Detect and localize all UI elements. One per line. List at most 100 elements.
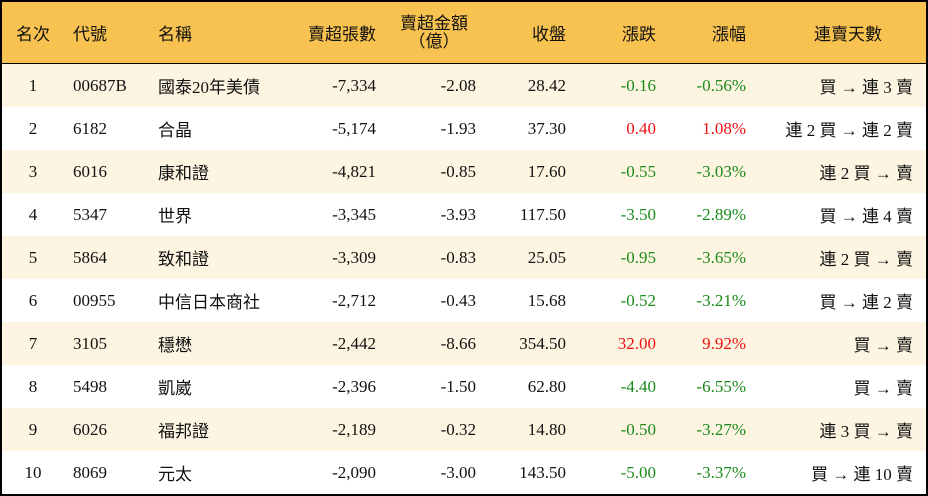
cell-amount: -0.83: [440, 247, 476, 267]
cell-close: 17.60: [527, 161, 566, 181]
cell-rank: 4: [28, 204, 38, 224]
table-row: 8 5498 凱崴 -2,396 -1.50 62.80 -4.40 -6.55% 買 → 賣: [2, 365, 926, 408]
cell-rank: 1: [28, 75, 38, 95]
cell-change: -0.16: [620, 75, 656, 95]
cell-code: 6016: [73, 161, 107, 181]
cell-amount: -3.00: [440, 462, 476, 482]
cell-name: 元太: [158, 465, 192, 484]
cell-rank: 7: [28, 333, 38, 353]
cell-rank: 5: [28, 247, 38, 267]
table-header: 名次 代號 名稱 賣超張數 賣超金額 （億） 收盤 漲跌 漲幅 連賣天數: [2, 2, 926, 65]
cell-pct: -3.21%: [696, 290, 746, 310]
cell-pct: -3.65%: [696, 247, 746, 267]
cell-pct: -0.56%: [696, 75, 746, 95]
cell-change: 32.00: [617, 333, 656, 353]
cell-close: 143.50: [519, 462, 566, 482]
cell-close: 354.50: [519, 333, 566, 353]
cell-lots: -2,712: [332, 290, 376, 310]
cell-lots: -4,821: [332, 161, 376, 181]
header-code: 代號: [73, 25, 107, 44]
header-net-sell-amount-unit: （億）: [408, 31, 460, 51]
cell-change: -4.40: [620, 376, 656, 396]
cell-pct: -3.37%: [696, 462, 746, 482]
cell-code: 6026: [73, 419, 107, 439]
cell-rank: 3: [28, 161, 38, 181]
cell-pct: -6.55%: [696, 376, 746, 396]
cell-change: 0.40: [626, 118, 656, 138]
table-row: 6 00955 中信日本商社 -2,712 -0.43 15.68 -0.52 -3.21% 買…: [2, 279, 926, 322]
cell-change: -3.50: [620, 204, 656, 224]
table-row: 1 00687B 國泰20年美債 -7,334 -2.08 28.42 -0.16 -0.56…: [2, 64, 926, 107]
cell-streak: 連 2 買 → 賣: [819, 164, 914, 183]
header-streak: 連賣天數: [814, 25, 882, 44]
cell-streak: 連 2 買 → 連 2 賣: [785, 121, 914, 140]
cell-rank: 9: [28, 419, 38, 439]
cell-name: 福邦證: [158, 422, 209, 441]
cell-lots: -5,174: [332, 118, 376, 138]
table-row: 3 6016 康和證 -4,821 -0.85 17.60 -0.55 -3.03% 連 2 買…: [2, 150, 926, 193]
cell-rank: 8: [28, 376, 38, 396]
cell-code: 8069: [73, 462, 107, 482]
cell-lots: -2,396: [332, 376, 376, 396]
cell-pct: 1.08%: [702, 118, 746, 138]
cell-code: 00687B: [73, 75, 127, 95]
cell-lots: -3,309: [332, 247, 376, 267]
cell-lots: -2,090: [332, 462, 376, 482]
cell-amount: -1.93: [440, 118, 476, 138]
cell-pct: 9.92%: [702, 333, 746, 353]
cell-name: 合晶: [158, 121, 192, 140]
cell-change: -0.55: [620, 161, 656, 181]
cell-lots: -3,345: [332, 204, 376, 224]
cell-name: 致和證: [158, 250, 209, 269]
header-name: 名稱: [158, 25, 192, 44]
cell-rank: 2: [28, 118, 38, 138]
cell-pct: -3.03%: [696, 161, 746, 181]
cell-streak: 買 → 賣: [853, 336, 914, 355]
cell-close: 14.80: [527, 419, 566, 439]
cell-amount: -0.43: [440, 290, 476, 310]
cell-close: 62.80: [527, 376, 566, 396]
cell-streak: 買 → 連 2 賣: [819, 293, 914, 312]
cell-change: -0.95: [620, 247, 656, 267]
table-row: 7 3105 穩懋 -2,442 -8.66 354.50 32.00 9.92% 買 → 賣: [2, 322, 926, 365]
cell-close: 37.30: [527, 118, 566, 138]
cell-name: 康和證: [158, 164, 209, 183]
cell-streak: 買 → 連 10 賣: [811, 465, 913, 484]
cell-streak: 連 3 買 → 賣: [819, 422, 914, 441]
header-net-sell-amount: 賣超金額 （億）: [392, 2, 476, 63]
cell-rank: 10: [24, 462, 42, 482]
table-row: 4 5347 世界 -3,345 -3.93 117.50 -3.50 -2.89% 買 → 連…: [2, 193, 926, 236]
cell-change: -5.00: [620, 462, 656, 482]
cell-amount: -2.08: [440, 75, 476, 95]
cell-pct: -3.27%: [696, 419, 746, 439]
cell-name: 凱崴: [158, 379, 192, 398]
cell-amount: -0.85: [440, 161, 476, 181]
cell-streak: 連 2 買 → 賣: [819, 250, 914, 269]
cell-streak: 買 → 連 4 賣: [819, 207, 914, 226]
table-row: 10 8069 元太 -2,090 -3.00 143.50 -5.00 -3.37% 買 → …: [2, 451, 926, 494]
cell-lots: -2,442: [332, 333, 376, 353]
cell-code: 6182: [73, 118, 107, 138]
cell-amount: -1.50: [440, 376, 476, 396]
cell-streak: 買 → 賣: [853, 379, 914, 398]
cell-change: -0.50: [620, 419, 656, 439]
header-rank: 名次: [16, 25, 50, 44]
header-change: 漲跌: [622, 25, 656, 44]
header-net-sell-amount-label: 賣超金額: [400, 13, 468, 33]
cell-name: 世界: [158, 207, 192, 226]
cell-code: 5498: [73, 376, 107, 396]
cell-change: -0.52: [620, 290, 656, 310]
cell-rank: 6: [28, 290, 38, 310]
header-close: 收盤: [532, 25, 566, 44]
cell-pct: -2.89%: [696, 204, 746, 224]
cell-name: 國泰20年美債: [158, 78, 260, 97]
cell-name: 穩懋: [158, 336, 192, 355]
cell-streak: 買 → 連 3 賣: [819, 78, 914, 97]
table-row: 9 6026 福邦證 -2,189 -0.32 14.80 -0.50 -3.27% 連 3 買…: [2, 408, 926, 451]
cell-lots: -2,189: [332, 419, 376, 439]
cell-amount: -3.93: [440, 204, 476, 224]
cell-lots: -7,334: [332, 75, 376, 95]
cell-code: 00955: [73, 290, 116, 310]
cell-amount: -8.66: [440, 333, 476, 353]
